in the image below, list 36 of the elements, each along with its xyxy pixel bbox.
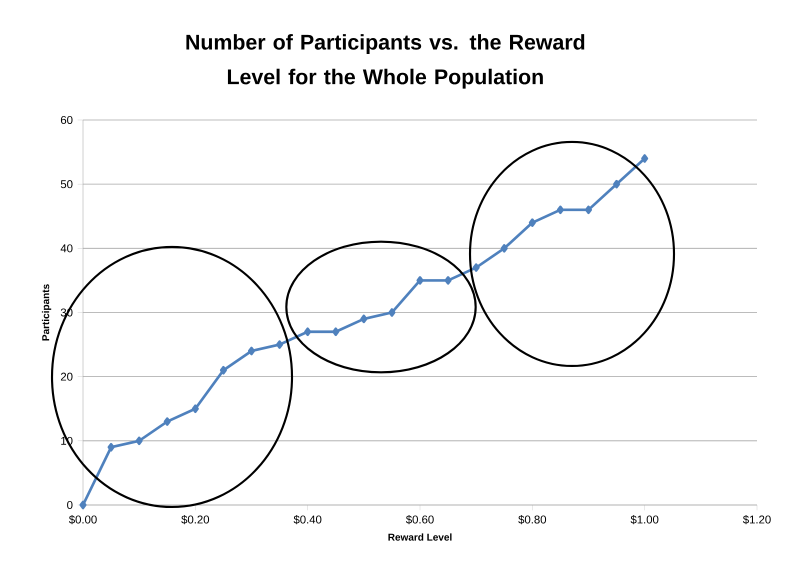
point <box>444 276 452 285</box>
y-tick-label: 60 <box>60 116 73 124</box>
point <box>472 263 480 272</box>
point <box>584 206 592 214</box>
point <box>108 442 115 452</box>
point <box>360 314 368 324</box>
y-axis-title: Participants <box>42 284 52 340</box>
point <box>276 340 284 349</box>
point <box>79 500 87 510</box>
x-tick-label: $0.40 <box>294 515 322 524</box>
y-tick-label: 50 <box>60 180 73 188</box>
point <box>220 366 227 375</box>
point <box>136 436 143 446</box>
point <box>164 417 171 426</box>
x-tick-label: $0.20 <box>181 515 210 524</box>
x-tick-label: $1.20 <box>742 515 771 524</box>
point <box>304 327 312 336</box>
point <box>248 346 256 356</box>
point <box>556 206 564 214</box>
y-tick-label: 0 <box>67 500 73 509</box>
point <box>192 404 199 414</box>
point <box>416 276 424 285</box>
x-axis-title: Reward Level <box>388 533 452 541</box>
y-tick-label: 20 <box>60 372 73 381</box>
x-tick-label: $0.80 <box>518 515 546 524</box>
point <box>500 244 508 253</box>
point <box>528 218 536 227</box>
point <box>388 308 396 317</box>
x-tick-label: $0.00 <box>68 515 97 524</box>
point <box>641 154 648 163</box>
x-tick-label: $0.60 <box>406 515 434 524</box>
point <box>613 180 620 188</box>
chart-title: Number of Participants vs. the Reward Level for the Whole Population <box>186 34 584 89</box>
point <box>332 327 340 336</box>
x-tick-label: $1.00 <box>630 515 658 524</box>
y-tick-label: 40 <box>60 244 73 252</box>
